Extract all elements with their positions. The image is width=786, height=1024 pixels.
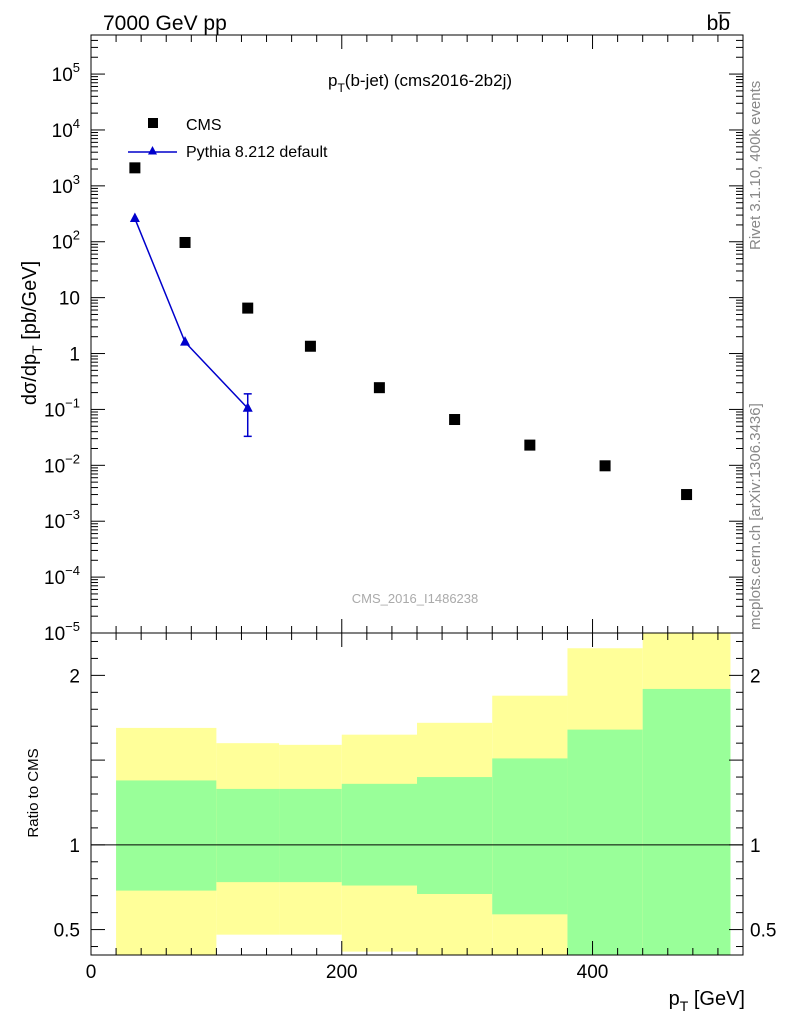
- y-tick-label: 1: [69, 345, 80, 366]
- y-tick-label: 10−2: [44, 451, 80, 477]
- y-tick-label: 10−4: [44, 563, 80, 589]
- legend-cms-marker: [148, 118, 158, 128]
- ratio-y-tick-label-right: 2: [750, 666, 761, 687]
- legend: CMS Pythia 8.212 default: [128, 117, 328, 161]
- ratio-inner-band: [417, 777, 493, 894]
- y-tick-label: 102: [52, 228, 80, 254]
- rivet-label: Rivet 3.1.10, 400k events: [747, 81, 764, 250]
- y-tick-label: 105: [52, 60, 80, 86]
- legend-mc-label: Pythia 8.212 default: [186, 144, 328, 161]
- ratio-y-tick-label: 0.5: [54, 921, 80, 942]
- x-axis-label: pT [GeV]: [669, 988, 745, 1014]
- mc-line: [134, 218, 249, 409]
- cms-data-point: [242, 302, 254, 314]
- ratio-axis-label: Ratio to CMS: [25, 748, 42, 837]
- ratio-inner-band: [642, 688, 731, 955]
- ratio-inner-band: [216, 788, 280, 883]
- y-tick-label: 103: [52, 172, 80, 198]
- cms-data-point: [373, 382, 385, 394]
- ratio-inner-band: [492, 758, 568, 915]
- ratio-inner-band: [279, 788, 342, 883]
- mc-data-point: [242, 402, 253, 412]
- mc-data-point: [180, 336, 191, 346]
- ratio-x-tick-label: 0: [86, 962, 97, 983]
- y-tick-label: 10: [59, 289, 80, 310]
- cms-data-point: [129, 162, 141, 174]
- watermark: CMS_2016_I1486238: [352, 591, 479, 606]
- ratio-y-tick-label: 1: [69, 836, 80, 857]
- ratio-x-tick-label: 400: [577, 962, 609, 983]
- ratio-x-tick-label: 200: [326, 962, 358, 983]
- ratio-y-tick-label: 2: [69, 666, 80, 687]
- ratio-inner-band: [341, 783, 417, 886]
- mc-data-point: [129, 212, 140, 223]
- cms-data-point: [179, 236, 191, 248]
- energy-label: 7000 GeV pp: [103, 12, 227, 35]
- y-tick-label: 104: [52, 116, 80, 142]
- cms-data-point: [524, 439, 536, 451]
- y-tick-label: 10−1: [44, 395, 80, 421]
- cms-data-point: [449, 414, 461, 426]
- process-label: bb̅: [707, 12, 732, 35]
- ratio-inner-band: [567, 729, 643, 955]
- ratio-y-tick-label-right: 1: [750, 836, 761, 857]
- cms-data-point: [599, 460, 611, 472]
- y-tick-label: 10−5: [44, 619, 80, 645]
- legend-mc-marker: [148, 146, 157, 155]
- cms-data-point: [681, 489, 693, 501]
- legend-cms-label: CMS: [186, 117, 222, 134]
- ratio-plot-panel: 0.5 0.5 1 1 2 2 0 200 400 Ratio to CMS pT [GeV]: [25, 632, 776, 1014]
- y-tick-label: 10−3: [44, 507, 80, 533]
- y-axis-label: dσ/dpT [pb/GeV]: [19, 261, 45, 405]
- plot-title: pT(b-jet) (cms2016-2b2j): [328, 71, 512, 95]
- ratio-inner-band: [116, 780, 217, 891]
- source-label: mcplots.cern.ch [arXiv:1306.3436]: [747, 403, 764, 630]
- ratio-y-tick-label-right: 0.5: [750, 921, 776, 942]
- cms-data-point: [304, 340, 316, 352]
